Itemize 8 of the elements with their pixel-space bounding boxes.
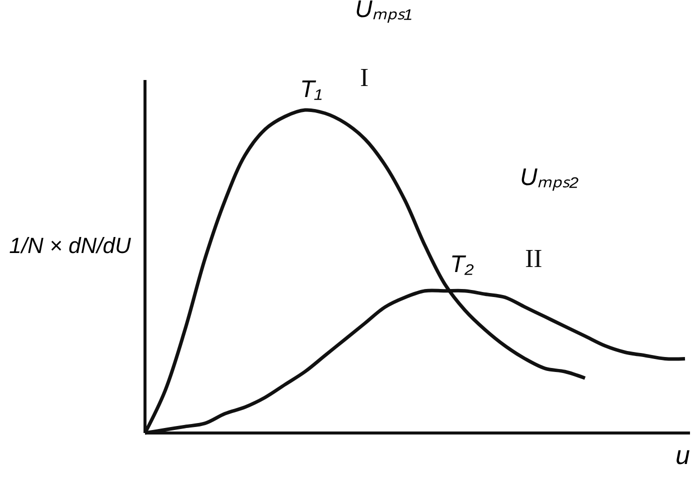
annotation: T₂	[450, 251, 474, 278]
y-axis-title: 1/N × dN/dU	[9, 232, 131, 258]
series-label: I	[360, 63, 369, 92]
text: T₁	[300, 76, 322, 103]
series-label: II	[525, 244, 542, 273]
x-axis-title: u	[676, 440, 690, 470]
text: Uₘₚₛ₁	[355, 0, 412, 23]
annotation: Uₘₚₛ₂	[520, 164, 578, 191]
